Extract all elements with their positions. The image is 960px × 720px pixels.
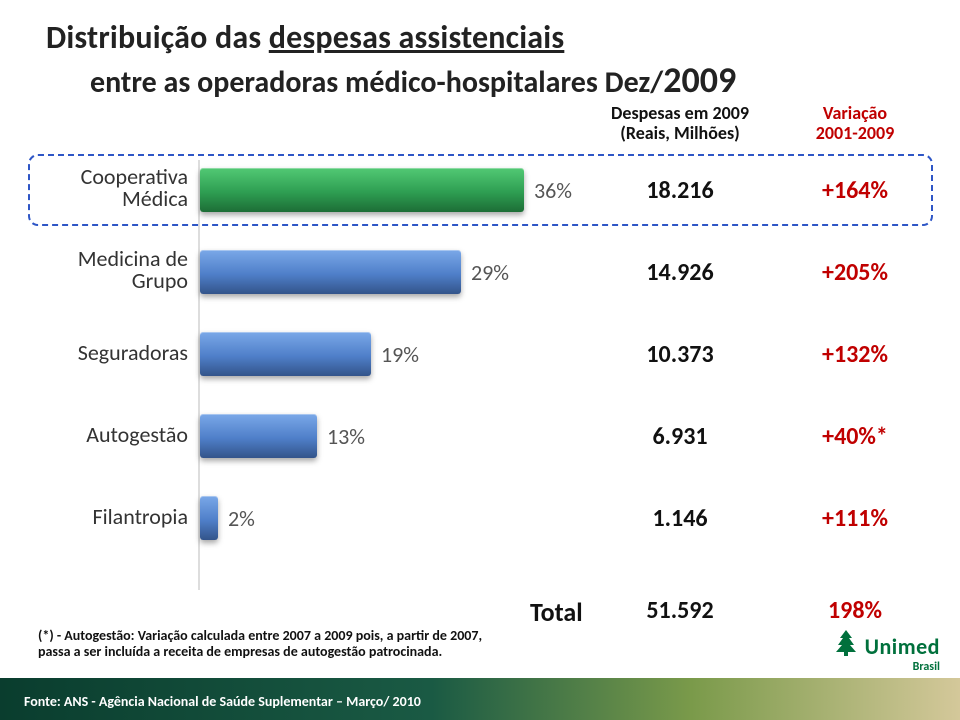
bar (200, 168, 524, 212)
bar-track (200, 496, 218, 540)
brand-sub: Brasil (835, 660, 940, 674)
total-despesa: 51.592 (595, 596, 765, 625)
bar-track (200, 332, 371, 376)
category-label-line1: Filantropia (38, 505, 188, 528)
bar-track (200, 250, 461, 294)
slide-subtitle: entre as operadoras médico-hospitalares … (90, 58, 736, 102)
col2-line2: 2001-2009 (795, 124, 915, 144)
bar (200, 414, 317, 458)
bar-value-label: 2% (228, 505, 255, 532)
col1-line2: (Reais, Milhões) (595, 124, 765, 144)
brand-text: Unimed (865, 633, 940, 660)
variacao-value: +40%* (795, 422, 915, 451)
bar (200, 250, 461, 294)
total-label: Total (530, 596, 583, 628)
bar (200, 496, 218, 540)
variacao-value: +164% (795, 176, 915, 205)
despesa-value: 6.931 (595, 422, 765, 451)
bar-value-label: 29% (471, 259, 509, 286)
footnote-line2: passa a ser incluída a receita de empres… (38, 644, 558, 660)
category-label: CooperativaMédica (38, 166, 188, 210)
col1-line1: Despesas em 2009 (595, 104, 765, 124)
category-label: Seguradoras (38, 341, 188, 364)
source-line: Fonte: ANS - Agência Nacional de Saúde S… (24, 693, 421, 710)
category-label-line1: Seguradoras (38, 341, 188, 364)
subtitle-prefix: entre as operadoras médico-hospitalares … (90, 64, 663, 101)
category-label-line2: Médica (38, 188, 188, 210)
category-label-line1: Autogestão (38, 423, 188, 446)
column-header-despesas: Despesas em 2009 (Reais, Milhões) (595, 104, 765, 144)
bar-value-label: 13% (327, 423, 365, 450)
despesa-value: 14.926 (595, 258, 765, 287)
bar-track (200, 414, 317, 458)
category-label: Filantropia (38, 505, 188, 528)
slide-title: Distribuição das despesas assistenciais (46, 18, 564, 57)
footnote-line1: (*) - Autogestão: Variação calculada ent… (38, 628, 558, 644)
total-variacao: 198% (795, 596, 915, 625)
variacao-value: +205% (795, 258, 915, 287)
category-label: Medicina deGrupo (38, 248, 188, 292)
col2-line1: Variação (795, 104, 915, 124)
title-underline: despesas assistenciais (269, 18, 565, 57)
category-label-line2: Grupo (38, 270, 188, 292)
slide: Distribuição das despesas assistenciais … (0, 0, 960, 720)
column-header-variacao: Variação 2001-2009 (795, 104, 915, 144)
variacao-value: +111% (795, 504, 915, 533)
subtitle-year: 2009 (663, 58, 736, 102)
bar (200, 332, 371, 376)
bar-value-label: 19% (381, 341, 419, 368)
bar-track (200, 168, 524, 212)
brand-name: Unimed (835, 630, 940, 662)
title-text: Distribuição das (46, 18, 269, 57)
pine-icon (835, 630, 857, 662)
bar-value-label: 36% (534, 177, 572, 204)
footnote: (*) - Autogestão: Variação calculada ent… (38, 628, 558, 660)
brand-logo: Unimed Brasil (835, 630, 940, 674)
category-label: Autogestão (38, 423, 188, 446)
despesa-value: 1.146 (595, 504, 765, 533)
variacao-value: +132% (795, 340, 915, 369)
despesa-value: 18.216 (595, 176, 765, 205)
despesa-value: 10.373 (595, 340, 765, 369)
